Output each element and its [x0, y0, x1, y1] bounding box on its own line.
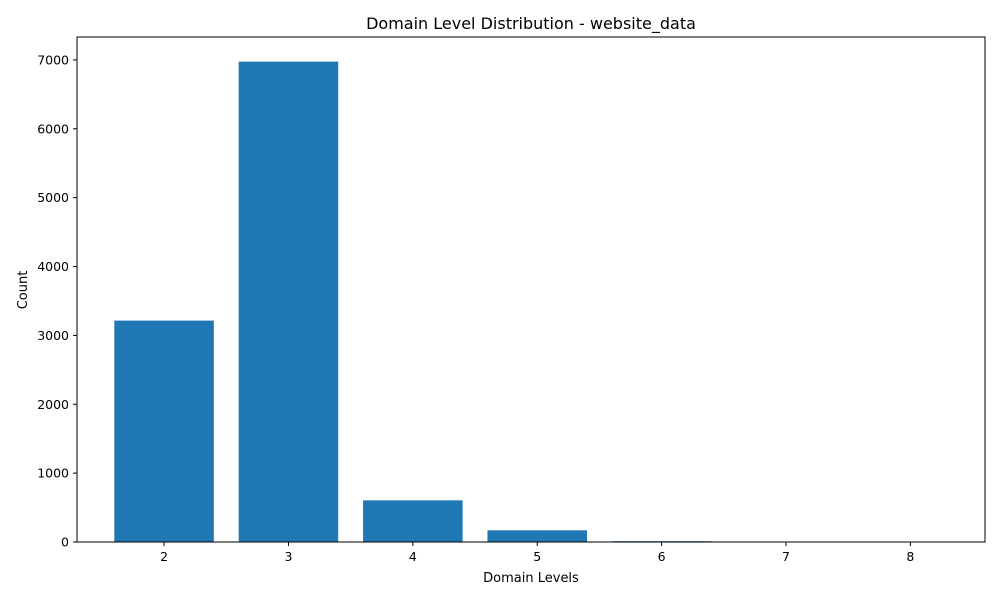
- x-tick-label: 8: [906, 549, 914, 564]
- chart-title: Domain Level Distribution - website_data: [366, 14, 696, 34]
- bar-level-4: [363, 500, 463, 542]
- y-axis-ticks: 0 1000 2000 3000 4000 5000 6000 7000: [37, 52, 77, 549]
- x-tick-label: 5: [533, 549, 541, 564]
- bar-level-5: [487, 530, 587, 542]
- bar-level-2: [114, 321, 214, 542]
- y-tick-label: 6000: [37, 121, 69, 136]
- y-tick-label: 5000: [37, 190, 69, 205]
- y-tick-label: 7000: [37, 52, 69, 67]
- y-tick-label: 0: [61, 535, 69, 550]
- y-tick-label: 1000: [37, 466, 69, 481]
- y-axis-label: Count: [16, 271, 31, 310]
- x-axis-label: Domain Levels: [483, 571, 579, 586]
- bar-level-3: [239, 62, 339, 542]
- x-tick-label: 3: [284, 549, 292, 564]
- x-axis-ticks: 2 3 4 5 6 7 8: [160, 542, 914, 564]
- bars-group: [114, 62, 960, 542]
- x-tick-label: 7: [782, 549, 790, 564]
- y-tick-label: 2000: [37, 397, 69, 412]
- x-tick-label: 2: [160, 549, 168, 564]
- y-tick-label: 4000: [37, 259, 69, 274]
- x-tick-label: 6: [658, 549, 666, 564]
- x-tick-label: 4: [409, 549, 417, 564]
- y-tick-label: 3000: [37, 328, 69, 343]
